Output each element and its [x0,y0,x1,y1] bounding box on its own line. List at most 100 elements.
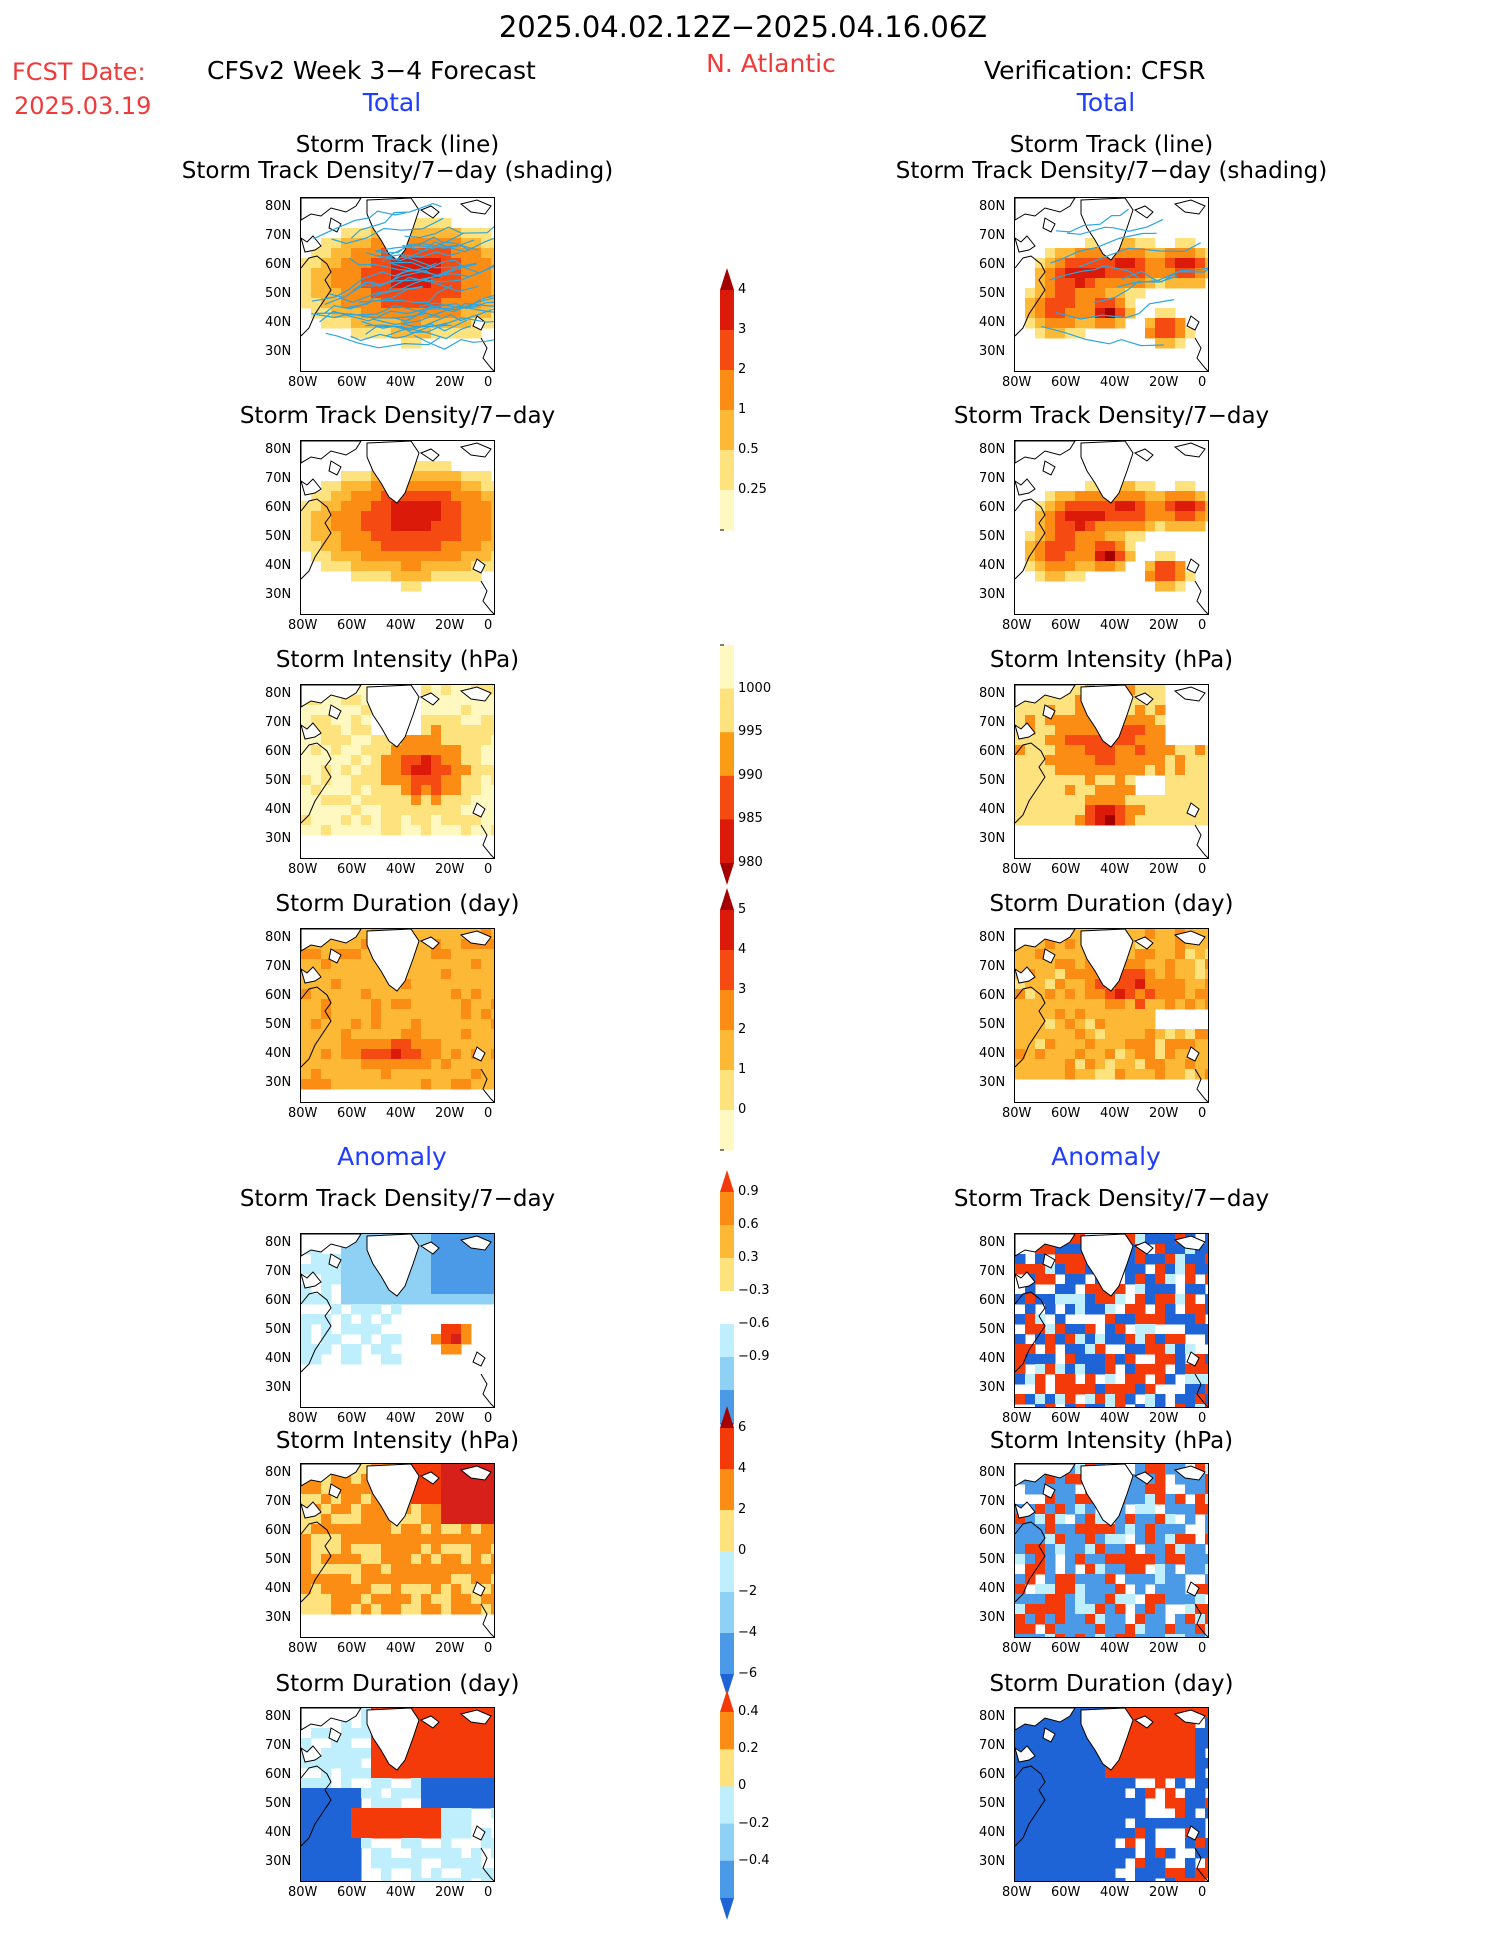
lon-tick-40W: 40W [386,862,416,877]
lon-tick-20W: 20W [1149,1411,1179,1426]
colorbar-label-duration_anom-2: 0 [738,1778,747,1794]
lon-tick-60W: 60W [337,1641,367,1656]
lon-tick-0: 0 [1198,618,1207,633]
lat-tick-30N: 30N [979,1380,1006,1395]
map-density_anom-right [1014,1233,1209,1408]
lat-tick-30N: 30N [265,1380,292,1395]
colorbar-label-intensity_total-4: 980 [738,855,763,870]
map-intensity-right [1014,684,1209,859]
lat-tick-80N: 80N [265,1235,292,1250]
lon-tick-0: 0 [1198,375,1207,390]
colorbar-label-intensity_anom-0: 6 [738,1420,747,1435]
lat-tick-70N: 70N [979,1264,1006,1279]
map-intensity_anom-right [1014,1463,1209,1638]
colorbar-label-density_anom-0: 0.9 [738,1184,759,1199]
lat-tick-40N: 40N [265,1825,292,1840]
fcst-date: 2025.03.19 [14,92,152,120]
lat-tick-60N: 60N [265,500,292,515]
lat-tick-40N: 40N [979,1825,1006,1840]
lon-tick-0: 0 [484,1106,493,1121]
lat-tick-70N: 70N [979,471,1006,486]
coastline [301,1464,494,1637]
lon-tick-40W: 40W [1100,1885,1130,1900]
map-duration_anom-right [1014,1707,1209,1882]
colorbar-label-intensity_anom-6: −6 [738,1666,758,1681]
colorbar-label-intensity_anom-1: 4 [738,1461,747,1476]
panel-title-intensity-right: Storm Intensity (hPa) [989,647,1234,673]
lon-tick-40W: 40W [1100,1411,1130,1426]
lon-tick-60W: 60W [337,375,367,390]
colorbar-label-density_anom-1: 0.6 [738,1217,759,1232]
panel-title-density-right: Storm Track Density/7−day [953,1186,1270,1212]
panel-title-duration-left: Storm Duration (day) [275,1671,520,1697]
lat-tick-70N: 70N [979,715,1006,730]
lat-tick-70N: 70N [265,1264,292,1279]
lon-tick-80W: 80W [288,375,318,390]
lon-tick-20W: 20W [1149,375,1179,390]
lon-tick-60W: 60W [337,618,367,633]
colorbar-label-duration_anom-0: 0.4 [738,1704,759,1719]
colorbar-label-duration_total-3: 2 [738,1022,747,1037]
lat-tick-50N: 50N [265,529,292,544]
lat-tick-40N: 40N [979,1351,1006,1366]
lat-tick-40N: 40N [265,1581,292,1596]
lon-tick-80W: 80W [288,1411,318,1426]
colorbar-intensity_anom [720,1406,734,1696]
lat-tick-30N: 30N [265,831,292,846]
lon-tick-60W: 60W [337,862,367,877]
lat-tick-70N: 70N [979,959,1006,974]
lon-tick-0: 0 [484,618,493,633]
map-duration-left [300,928,495,1103]
lon-tick-0: 0 [484,1641,493,1656]
lon-tick-60W: 60W [1051,1885,1081,1900]
lon-tick-60W: 60W [1051,1411,1081,1426]
map-duration-right [1014,928,1209,1103]
coastline [301,685,494,858]
anomaly-label-left: Anomaly [337,1142,447,1171]
lat-tick-50N: 50N [265,286,292,301]
lat-tick-60N: 60N [265,257,292,272]
lat-tick-70N: 70N [265,1738,292,1753]
lat-tick-60N: 60N [979,1767,1006,1782]
colorbar-duration_total [720,888,734,1151]
coastline [301,441,494,614]
lon-tick-0: 0 [484,1885,493,1900]
lat-tick-70N: 70N [979,1738,1006,1753]
region-label: N. Atlantic [706,49,836,78]
lat-tick-70N: 70N [265,471,292,486]
lat-tick-70N: 70N [265,1494,292,1509]
coastline [1015,1234,1208,1407]
lat-tick-60N: 60N [979,1293,1006,1308]
lon-tick-0: 0 [1198,1411,1207,1426]
map-intensity_anom-left [300,1463,495,1638]
colorbar-label-duration_total-2: 3 [738,982,747,997]
lon-tick-40W: 40W [386,1411,416,1426]
colorbar-label-density_anom-3: −0.3 [738,1283,770,1298]
map-intensity-left [300,684,495,859]
colorbar-label-duration_total-1: 4 [738,942,747,957]
model-title: CFSv2 Week 3−4 Forecast [207,56,536,85]
lon-tick-20W: 20W [435,1641,465,1656]
lat-tick-50N: 50N [979,286,1006,301]
lat-tick-40N: 40N [979,558,1006,573]
lat-tick-50N: 50N [979,773,1006,788]
lon-tick-0: 0 [484,1411,493,1426]
lon-tick-80W: 80W [288,1106,318,1121]
colorbar-label-density_total-2: 2 [738,362,747,377]
lat-tick-60N: 60N [265,1293,292,1308]
lon-tick-20W: 20W [1149,618,1179,633]
period-title: 2025.04.02.12Z−2025.04.16.06Z [498,10,988,44]
lat-tick-40N: 40N [979,315,1006,330]
shading-field [1015,929,1208,1080]
panel-title-intensity-right: Storm Intensity (hPa) [989,1428,1234,1454]
lat-tick-70N: 70N [979,1494,1006,1509]
lat-tick-50N: 50N [979,1322,1006,1337]
map-duration_anom-left [300,1707,495,1882]
lon-tick-20W: 20W [1149,1885,1179,1900]
lon-tick-40W: 40W [386,618,416,633]
lon-tick-40W: 40W [386,1106,416,1121]
coastline [301,1708,494,1881]
lon-tick-20W: 20W [435,1411,465,1426]
coastline [1015,685,1208,858]
lat-tick-60N: 60N [979,500,1006,515]
